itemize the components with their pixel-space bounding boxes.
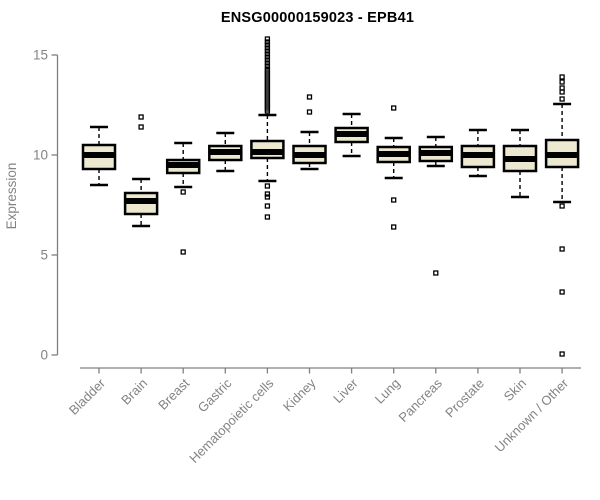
x-tick-label-kidney: Kidney [280, 375, 319, 414]
outlier-hematopoietic-cells [264, 45, 271, 51]
outlier-lung [391, 197, 397, 203]
outlier-hematopoietic-cells [264, 214, 271, 220]
outlier-unknown-other [559, 351, 565, 357]
outlier-hematopoietic-cells [264, 48, 271, 54]
outlier-kidney [306, 109, 313, 115]
x-tick-label-pancreas: Pancreas [395, 375, 445, 425]
outlier-hematopoietic-cells [264, 60, 271, 66]
x-tick-label-skin: Skin [501, 376, 529, 404]
x-tick-label-lung: Lung [372, 376, 403, 407]
outlier-unknown-other [559, 203, 565, 209]
chart-title: ENSG00000159023 - EPB41 [220, 10, 415, 26]
y-tick-label: 5 [40, 248, 48, 263]
y-tick-label: 10 [33, 148, 48, 163]
outlier-unknown-other [559, 289, 565, 295]
x-tick-label-brain: Brain [118, 376, 150, 408]
outlier-hematopoietic-cells [264, 54, 271, 60]
outlier-hematopoietic-cells [264, 63, 271, 69]
outlier-lung [391, 105, 397, 111]
outlier-hematopoietic-cells [264, 57, 271, 63]
outlier-hematopoietic-cells [264, 194, 271, 200]
x-tick-label-prostate: Prostate [442, 376, 487, 421]
x-tick-label-unknown-other: Unknown / Other [492, 375, 572, 455]
outlier-hematopoietic-cells [264, 191, 271, 197]
x-tick-label-bladder: Bladder [66, 375, 109, 418]
outlier-breast [180, 189, 186, 195]
outlier-hematopoietic-cells [264, 51, 271, 57]
outlier-unknown-other [559, 246, 565, 252]
outlier-hematopoietic-cells [264, 108, 271, 114]
outlier-unknown-other [559, 74, 565, 80]
outlier-brain [138, 114, 144, 120]
y-tick-label: 0 [40, 348, 48, 363]
outlier-unknown-other [559, 79, 565, 85]
outlier-hematopoietic-cells [264, 39, 271, 45]
outlier-hematopoietic-cells [264, 203, 271, 209]
outlier-unknown-other [559, 96, 565, 102]
x-tick-label-gastric: Gastric [195, 375, 235, 415]
outlier-kidney [306, 94, 313, 100]
outlier-hematopoietic-cells [264, 36, 271, 42]
outlier-hematopoietic-cells [264, 42, 271, 48]
x-tick-label-liver: Liver [330, 375, 361, 406]
outlier-lung [391, 224, 397, 230]
outlier-unknown-other [559, 89, 565, 95]
y-axis-title: Expression [4, 163, 19, 230]
x-tick-label-breast: Breast [155, 375, 192, 412]
outlier-brain [138, 124, 144, 130]
outlier-breast [180, 249, 186, 255]
y-tick-label: 15 [33, 48, 48, 63]
outlier-pancreas [433, 270, 439, 276]
outlier-hematopoietic-cells [264, 183, 271, 189]
